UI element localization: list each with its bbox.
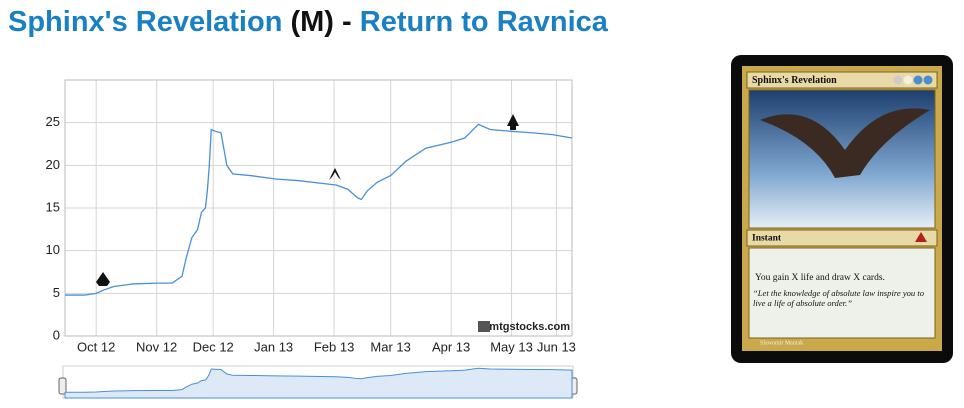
rarity: (M) xyxy=(290,6,334,38)
separator: - xyxy=(342,6,352,38)
card-name[interactable]: Sphinx's Revelation xyxy=(8,6,283,38)
navigator-area xyxy=(64,367,573,399)
x-tick-label: Apr 13 xyxy=(432,339,470,354)
x-tick-label: Feb 13 xyxy=(314,339,354,354)
x-tick-label: May 13 xyxy=(490,339,533,354)
card-image: Sphinx's Revelation Instant You gain X l… xyxy=(731,55,953,363)
card-artist: Slawomir Maniak xyxy=(760,340,803,346)
y-tick-label: 15 xyxy=(46,199,60,214)
plot-area xyxy=(64,79,573,337)
page-title: Sphinx's Revelation (M) - Return to Ravn… xyxy=(8,6,608,39)
y-tick-label: 10 xyxy=(46,242,60,257)
x-tick-label: Oct 12 xyxy=(77,339,115,354)
x-tick-label: Mar 13 xyxy=(370,339,410,354)
y-tick-label: 0 xyxy=(53,327,60,342)
event-markers xyxy=(96,114,519,286)
navigator-handle[interactable] xyxy=(58,377,67,395)
card-flavor: “Let the knowledge of absolute law inspi… xyxy=(753,288,925,308)
x-tick-label: Jan 13 xyxy=(254,339,293,354)
card-rules: You gain X life and draw X cards. xyxy=(755,272,885,283)
x-tick-label: Jun 13 xyxy=(537,339,576,354)
y-tick-label: 5 xyxy=(53,285,60,300)
y-tick-label: 20 xyxy=(46,157,60,172)
card-title: Sphinx's Revelation xyxy=(752,75,837,86)
y-tick-label: 25 xyxy=(46,114,60,129)
card-type: Instant xyxy=(752,234,782,244)
x-tick-label: Nov 12 xyxy=(136,339,177,354)
x-tick-label: Dec 12 xyxy=(193,339,234,354)
watermark: mtgstocks.com xyxy=(489,321,570,333)
set-name[interactable]: Return to Ravnica xyxy=(359,6,608,38)
watermark-logo xyxy=(478,321,490,332)
price-line xyxy=(65,123,573,296)
